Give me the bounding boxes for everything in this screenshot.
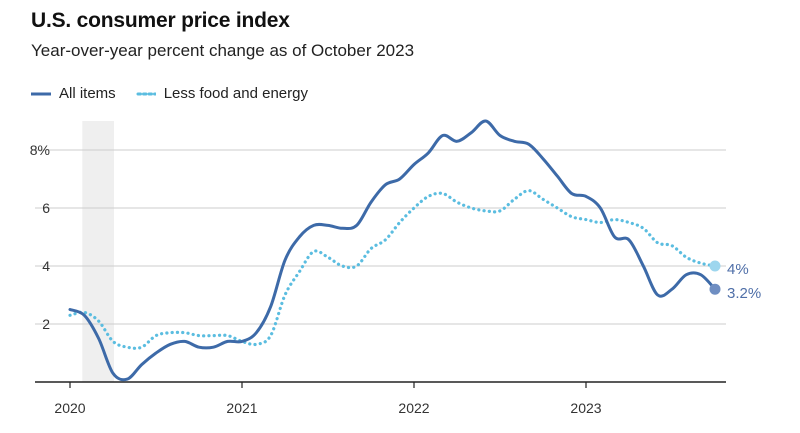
end-label-less-food-and-energy: 4% (727, 261, 749, 278)
y-tick-label: 8% (30, 142, 50, 158)
y-tick-label: 6 (42, 200, 50, 216)
dotted-line-icon (136, 92, 156, 95)
chart-subtitle: Year-over-year percent change as of Octo… (31, 41, 415, 60)
solid-line-icon (31, 92, 51, 95)
chart-title: U.S. consumer price index (31, 9, 290, 32)
legend-label: Less food and energy (163, 85, 308, 102)
legend-label: All items (59, 85, 116, 102)
end-marker-all-items (709, 283, 721, 295)
x-tick-label: 2023 (570, 400, 601, 416)
y-tick-label: 2 (42, 316, 50, 332)
series-line-less-food-and-energy (68, 189, 717, 350)
end-marker-less-food-and-energy (709, 260, 721, 272)
x-tick-label: 2022 (398, 400, 429, 416)
x-tick-label: 2021 (226, 400, 257, 416)
y-tick-label: 4 (42, 258, 50, 274)
legend-item-less-food-and-energy: Less food and energy (136, 85, 308, 102)
recession-shading (82, 121, 114, 382)
x-tick-label: 2020 (54, 400, 85, 416)
legend: All items Less food and energy (31, 85, 328, 102)
end-label-all-items: 3.2% (727, 285, 761, 302)
series-line-all-items (68, 119, 717, 382)
legend-item-all-items: All items (31, 85, 116, 102)
